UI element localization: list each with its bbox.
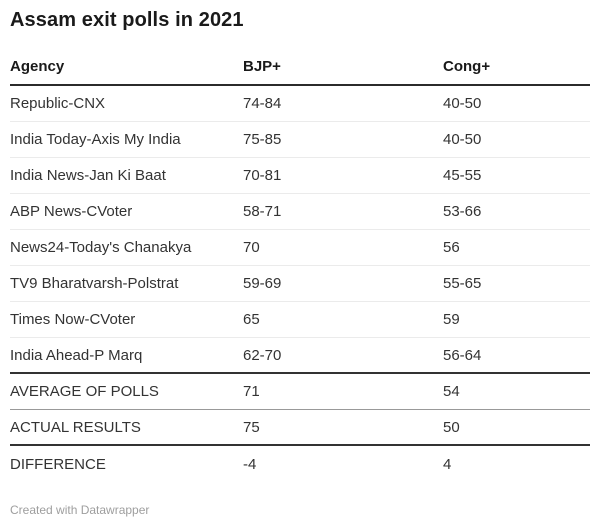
bjp-value-cell: 70-81: [243, 167, 282, 184]
column-header-bjp: BJP+: [243, 58, 281, 75]
agency-cell: News24-Today's Chanakya: [10, 239, 192, 256]
table-row: ABP News-CVoter 58-71 53-66: [10, 194, 590, 230]
column-header-agency: Agency: [10, 58, 65, 75]
bjp-value-cell: -4: [243, 455, 257, 473]
datawrapper-credit: Created with Datawrapper: [10, 503, 150, 517]
column-header-cong: Cong+: [443, 58, 491, 75]
table-row: Times Now-CVoter 65 59: [10, 302, 590, 338]
table-header-row: Agency BJP+ Cong+: [10, 32, 590, 86]
bjp-value-cell: 65: [243, 311, 260, 328]
bjp-value-cell: 70: [243, 239, 260, 256]
cong-value-cell: 55-65: [443, 275, 482, 292]
cong-value-cell: 53-66: [443, 203, 482, 220]
agency-cell: ABP News-CVoter: [10, 203, 133, 220]
agency-cell: TV9 Bharatvarsh-Polstrat: [10, 275, 179, 292]
bjp-value-cell: 75-85: [243, 131, 282, 148]
bjp-value-cell: 58-71: [243, 203, 282, 220]
cong-value-cell: 4: [443, 455, 452, 473]
summary-row-difference: DIFFERENCE -4 4: [10, 446, 590, 482]
agency-cell: Times Now-CVoter: [10, 311, 136, 328]
cong-value-cell: 50: [443, 418, 460, 436]
cong-value-cell: 56: [443, 239, 460, 256]
table-row: TV9 Bharatvarsh-Polstrat 59-69 55-65: [10, 266, 590, 302]
table-row: Republic-CNX 74-84 40-50: [10, 86, 590, 122]
table-row: India Today-Axis My India 75-85 40-50: [10, 122, 590, 158]
summary-label: AVERAGE OF POLLS: [10, 383, 159, 400]
cong-value-cell: 56-64: [443, 346, 482, 364]
table-row: News24-Today's Chanakya 70 56: [10, 230, 590, 266]
summary-row-actual: ACTUAL RESULTS 75 50: [10, 410, 590, 446]
cong-value-cell: 40-50: [443, 95, 482, 112]
exit-polls-table: Agency BJP+ Cong+ Republic-CNX 74-84 40-…: [10, 32, 590, 482]
summary-row-average: AVERAGE OF POLLS 71 54: [10, 374, 590, 410]
cong-value-cell: 54: [443, 383, 460, 400]
summary-label: DIFFERENCE: [10, 455, 106, 473]
bjp-value-cell: 59-69: [243, 275, 282, 292]
agency-cell: India News-Jan Ki Baat: [10, 167, 166, 184]
summary-label: ACTUAL RESULTS: [10, 418, 141, 436]
cong-value-cell: 40-50: [443, 131, 482, 148]
bjp-value-cell: 75: [243, 418, 260, 436]
bjp-value-cell: 71: [243, 383, 260, 400]
table-row: India News-Jan Ki Baat 70-81 45-55: [10, 158, 590, 194]
agency-cell: India Today-Axis My India: [10, 131, 181, 148]
agency-cell: Republic-CNX: [10, 95, 106, 112]
cong-value-cell: 45-55: [443, 167, 482, 184]
table-row: India Ahead-P Marq 62-70 56-64: [10, 338, 590, 374]
agency-cell: India Ahead-P Marq: [10, 346, 143, 364]
bjp-value-cell: 62-70: [243, 346, 282, 364]
chart-title: Assam exit polls in 2021: [10, 9, 244, 31]
cong-value-cell: 59: [443, 311, 460, 328]
bjp-value-cell: 74-84: [243, 95, 282, 112]
